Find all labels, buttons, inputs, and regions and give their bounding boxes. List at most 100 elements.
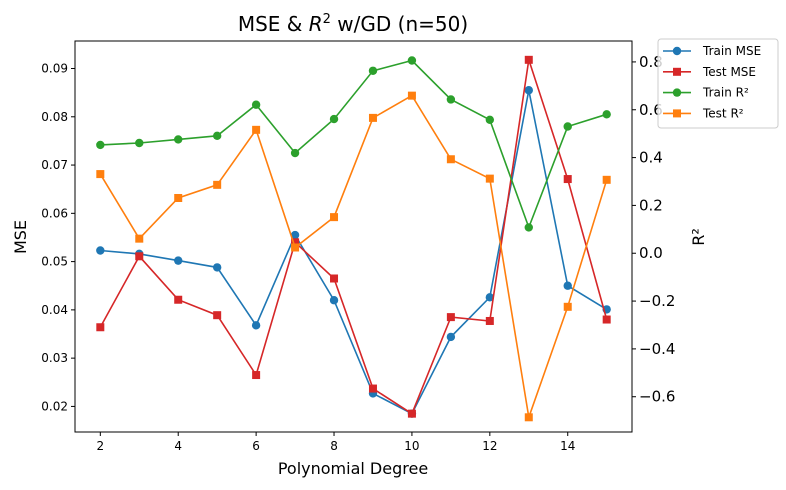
series-test-r: [96, 91, 611, 422]
data-point: [446, 95, 456, 104]
legend-item: Train MSE: [663, 44, 761, 58]
x-axis-label: Polynomial Degree: [278, 459, 428, 478]
series-layer: [96, 55, 611, 422]
data-point: [135, 138, 144, 148]
plot-frame: [74, 40, 633, 433]
data-point: [291, 243, 300, 252]
right-y-tick-label: −0.2: [639, 292, 675, 310]
left-y-axis-label: MSE: [11, 220, 30, 254]
x-tick-label: 12: [482, 439, 497, 453]
chart-title: MSE & R2 w/GD (n=50): [238, 12, 468, 36]
data-point: [174, 295, 183, 304]
right-y-axis: −0.6 −0.4 −0.2 0.0 0.2 0.4 0.6 0.8: [632, 53, 675, 406]
data-point: [524, 413, 533, 422]
data-point: [563, 175, 572, 184]
data-point: [368, 384, 377, 393]
left-y-tick-label: 0.03: [41, 351, 68, 365]
legend-box: [657, 38, 779, 129]
legend-marker: [672, 88, 682, 97]
data-point: [330, 274, 339, 283]
x-axis: 2 4 6 8 10 12 14: [96, 432, 575, 453]
right-y-tick-label: −0.6: [639, 388, 675, 406]
data-point: [407, 56, 417, 65]
x-tick-label: 8: [330, 439, 338, 453]
data-point: [96, 323, 105, 332]
data-point: [602, 175, 611, 184]
data-point: [290, 148, 300, 158]
legend-label: Test MSE: [702, 65, 756, 79]
data-point: [368, 113, 377, 122]
data-point: [251, 100, 261, 109]
data-point: [563, 302, 572, 311]
data-point: [213, 180, 222, 189]
data-point: [446, 155, 455, 164]
left-y-tick-label: 0.05: [41, 255, 68, 269]
data-point: [330, 213, 339, 222]
data-point: [174, 193, 183, 202]
right-y-tick-label: 0.6: [639, 101, 663, 119]
legend-label: Train MSE: [702, 44, 761, 58]
series-train-mse: [96, 86, 611, 418]
data-point: [407, 409, 416, 418]
left-y-tick-label: 0.06: [41, 206, 68, 220]
data-point: [524, 223, 533, 232]
right-y-tick-label: 0.8: [639, 53, 663, 71]
x-tick-label: 4: [174, 439, 182, 453]
series-line: [100, 59, 607, 230]
data-point: [291, 238, 300, 247]
x-tick-label: 10: [404, 439, 419, 453]
data-point: [602, 110, 611, 119]
left-y-axis: 0.02 0.03 0.04 0.05 0.06 0.07 0.08 0.09: [41, 62, 75, 413]
right-y-tick-label: −0.4: [639, 340, 675, 358]
data-point: [446, 313, 455, 322]
legend-label: Train R²: [702, 86, 749, 100]
data-point: [96, 140, 105, 150]
series-line: [100, 90, 608, 415]
data-point: [135, 234, 144, 243]
series-line: [99, 59, 608, 415]
data-point: [212, 131, 222, 141]
data-point: [290, 230, 300, 240]
series-train-r: [96, 56, 611, 232]
legend-items: Train MSE Test MSE Train R² Test R²: [663, 44, 761, 120]
data-point: [96, 170, 105, 179]
x-tick-label: 14: [560, 439, 575, 453]
data-point: [368, 66, 378, 75]
left-y-tick-label: 0.07: [41, 158, 68, 172]
data-point: [602, 315, 611, 324]
x-tick-label: 2: [96, 439, 104, 453]
data-point: [485, 174, 494, 183]
data-point: [135, 252, 144, 261]
right-y-tick-label: 0.2: [639, 196, 663, 214]
series-test-mse: [96, 55, 611, 418]
data-point: [485, 293, 495, 302]
legend-item: Test MSE: [663, 65, 756, 79]
series-line: [99, 94, 608, 418]
data-point: [212, 263, 222, 272]
legend-item: Test R²: [663, 106, 744, 120]
legend-marker: [673, 67, 681, 76]
data-point: [174, 256, 183, 265]
legend-label: Test R²: [702, 106, 744, 120]
legend-marker: [672, 46, 682, 56]
data-point: [329, 114, 339, 124]
data-point: [563, 281, 572, 290]
left-y-tick-label: 0.04: [41, 303, 68, 317]
data-point: [446, 332, 456, 342]
data-point: [252, 125, 261, 134]
right-y-tick-label: 0.4: [639, 149, 663, 167]
data-point: [329, 296, 339, 305]
legend-marker: [673, 109, 681, 118]
right-y-tick-label: 0.0: [639, 244, 663, 262]
left-y-tick-label: 0.02: [41, 399, 68, 413]
left-y-tick-label: 0.09: [41, 62, 68, 76]
data-point: [174, 135, 183, 144]
data-point: [251, 321, 261, 330]
data-point: [252, 371, 261, 380]
data-point: [485, 115, 495, 124]
data-point: [485, 316, 494, 325]
plot-area: [74, 40, 633, 433]
data-point: [563, 122, 572, 131]
data-point: [524, 86, 533, 95]
